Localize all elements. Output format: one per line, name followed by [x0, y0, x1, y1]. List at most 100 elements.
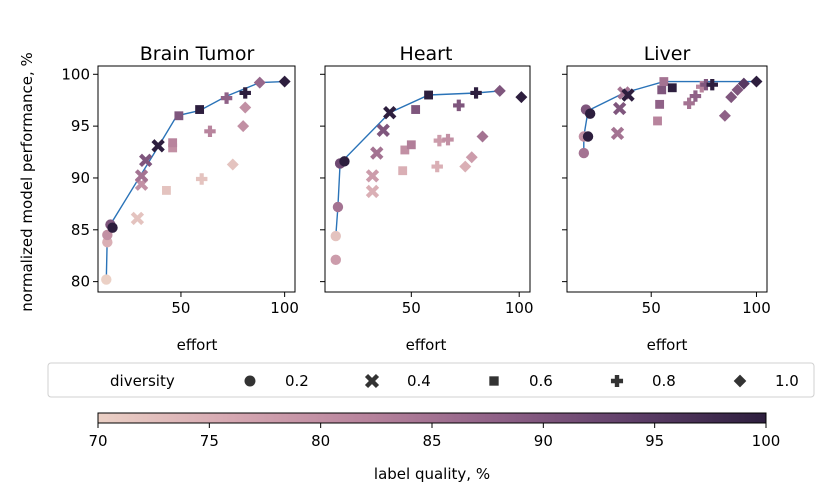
marker-x — [130, 211, 145, 226]
y-tick-label: 90 — [71, 169, 90, 187]
marker-diamond — [237, 120, 250, 133]
marker-square — [655, 99, 665, 109]
marker-diamond — [465, 151, 478, 164]
colorbar-gradient — [97, 412, 767, 424]
panel-title: Heart — [400, 43, 453, 65]
plot-frame — [566, 65, 768, 293]
x-tick-label: 100 — [742, 299, 771, 317]
marker-plus — [610, 374, 624, 388]
marker-x — [139, 153, 153, 168]
marker-plus — [239, 87, 251, 99]
marker-diamond — [515, 91, 528, 104]
marker-plus — [470, 87, 482, 99]
marker-x — [365, 169, 380, 183]
marker-circle — [330, 254, 341, 266]
marker-square — [667, 83, 677, 93]
legend-title: diversity — [110, 372, 175, 390]
plot-frame — [324, 65, 531, 293]
legend-entry-label: 0.2 — [285, 372, 309, 390]
marker-diamond — [476, 130, 489, 143]
marker-plus — [442, 133, 454, 146]
marker-square — [424, 90, 433, 100]
x-axis-label: effort — [647, 336, 688, 354]
marker-circle — [339, 156, 350, 167]
legend-entry-label: 1.0 — [775, 372, 799, 390]
marker-x — [370, 146, 384, 160]
y-tick-label: 80 — [71, 273, 90, 291]
marker-square — [657, 85, 667, 95]
legend-frame — [47, 362, 815, 398]
x-tick-label: 100 — [270, 299, 299, 317]
legend: diversity 0.2 0.4 0.6 0.8 1.0 — [47, 362, 815, 398]
marker-circle — [107, 222, 118, 233]
marker-circle — [330, 230, 341, 242]
marker-square — [162, 185, 171, 195]
colorbar-tick-label: 95 — [645, 432, 664, 450]
marker-plus — [220, 92, 233, 104]
colorbar: 70 75 80 85 90 95 100 label quality, % — [88, 412, 781, 483]
marker-x — [364, 373, 380, 389]
x-axis-label: effort — [406, 336, 447, 354]
marker-x — [376, 123, 390, 137]
marker-x — [365, 184, 380, 199]
marker-plus — [706, 78, 718, 91]
marker-square — [168, 143, 178, 153]
marker-diamond — [750, 75, 763, 88]
panel-liver: Liver effort 50 100 — [562, 43, 771, 354]
y-tick-label: 95 — [71, 117, 90, 135]
marker-plus — [683, 97, 695, 110]
marker-square — [398, 166, 408, 176]
colorbar-tick-label: 90 — [534, 432, 553, 450]
legend-entry-label: 0.4 — [407, 372, 431, 390]
marker-circle — [332, 201, 344, 213]
panel-title: Liver — [644, 43, 691, 65]
colorbar-tick-label: 80 — [311, 432, 330, 450]
marker-circle — [102, 229, 113, 241]
marker-plus — [453, 99, 465, 112]
marker-diamond — [731, 83, 744, 96]
colorbar-tick-label: 85 — [422, 432, 441, 450]
x-tick-label: 50 — [642, 299, 661, 317]
marker-square — [659, 77, 669, 86]
colorbar-tick-label: 75 — [200, 432, 219, 450]
colorbar-tick-label: 70 — [88, 432, 107, 450]
marker-x — [612, 101, 627, 116]
marker-circle — [584, 108, 596, 119]
marker-diamond — [725, 91, 738, 104]
marker-square — [174, 111, 184, 121]
y-tick-label: 85 — [71, 221, 90, 239]
marker-circle — [578, 147, 590, 159]
marker-circle — [101, 274, 112, 285]
marker-diamond — [278, 75, 291, 88]
y-axis-label: normalized model performance, % — [18, 52, 36, 311]
marker-plus — [195, 173, 208, 185]
marker-diamond — [733, 374, 747, 388]
marker-square — [489, 376, 499, 386]
panel-title: Brain Tumor — [140, 43, 255, 65]
x-tick-label: 50 — [402, 299, 421, 317]
marker-circle — [244, 375, 256, 387]
marker-square — [400, 145, 410, 155]
marker-x — [610, 126, 625, 141]
marker-circle — [582, 131, 594, 142]
x-axis-label: effort — [177, 336, 218, 354]
legend-entry-label: 0.8 — [652, 372, 676, 390]
marker-plus — [204, 125, 216, 138]
marker-x — [383, 105, 397, 120]
marker-square — [195, 105, 205, 114]
marker-diamond — [253, 76, 266, 89]
marker-diamond — [737, 77, 750, 90]
marker-x — [151, 139, 165, 153]
colorbar-tick-label: 100 — [752, 432, 781, 450]
marker-diamond — [493, 84, 506, 97]
marker-square — [168, 138, 178, 148]
colorbar-label: label quality, % — [374, 465, 490, 483]
marker-square — [406, 140, 416, 150]
marker-square — [653, 116, 662, 126]
panel-brain-tumor: Brain Tumor effort 50 100 80 85 90 95 100 — [61, 43, 299, 354]
plot-frame — [97, 65, 296, 293]
marker-x — [621, 88, 635, 102]
marker-diamond — [239, 101, 252, 114]
x-tick-label: 100 — [505, 299, 534, 317]
